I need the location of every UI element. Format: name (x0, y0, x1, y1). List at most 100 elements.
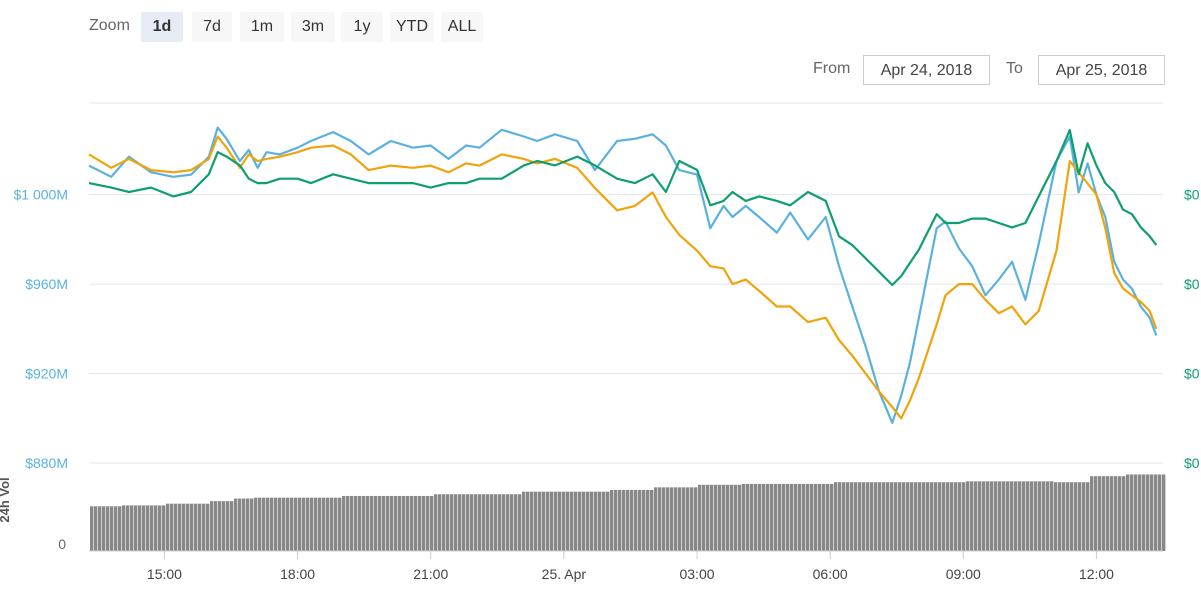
volume-bar (986, 481, 990, 551)
volume-bar (922, 482, 926, 551)
volume-bar (1026, 481, 1030, 551)
volume-bar (174, 503, 178, 551)
volume-bar (1150, 474, 1154, 551)
volume-bar (462, 494, 466, 551)
volume-bar (1138, 474, 1142, 551)
volume-bar (294, 497, 298, 551)
zoom-button-7d[interactable]: 7d (192, 12, 232, 42)
from-date-input[interactable]: Apr 24, 2018 (863, 55, 990, 85)
volume-bar (958, 482, 962, 551)
volume-bar (102, 506, 106, 551)
volume-bar (202, 503, 206, 551)
volume-bar (582, 491, 586, 551)
volume-bar (302, 497, 306, 551)
volume-bar (858, 482, 862, 551)
volume-bar (290, 497, 294, 551)
volume-bar (1162, 474, 1166, 551)
volume-bar (682, 487, 686, 551)
volume-bar (334, 497, 338, 551)
volume-bar (234, 498, 238, 551)
y-left-tick-label: $1 000M (14, 187, 68, 203)
volume-bar (782, 483, 786, 551)
volume-bar (370, 495, 374, 551)
volume-bar (946, 482, 950, 551)
volume-bar (142, 505, 146, 551)
volume-bar (98, 506, 102, 551)
volume-bar (242, 498, 246, 551)
volume-bar (210, 501, 214, 551)
volume-bar (458, 494, 462, 551)
volume-bar (434, 494, 438, 551)
volume-bar (418, 495, 422, 551)
to-label: To (1006, 60, 1023, 77)
volume-bar (1114, 476, 1118, 551)
volume-bar (522, 491, 526, 551)
volume-bar (558, 491, 562, 551)
volume-bar (386, 495, 390, 551)
volume-bar (1142, 474, 1146, 551)
zoom-button-3m[interactable]: 3m (291, 12, 335, 42)
volume-bar (246, 498, 250, 551)
volume-bar (342, 495, 346, 551)
zoom-button-1d[interactable]: 1d (141, 12, 183, 42)
volume-bar (494, 494, 498, 551)
volume-bar (1086, 482, 1090, 551)
volume-bar (810, 483, 814, 551)
volume-bar (594, 491, 598, 551)
volume-bar (1074, 482, 1078, 551)
volume-bar (898, 482, 902, 551)
y-right-tick-label: $0 (1184, 276, 1200, 292)
volume-bar (146, 505, 150, 551)
zoom-button-all[interactable]: ALL (441, 12, 483, 42)
to-date-input[interactable]: Apr 25, 2018 (1038, 55, 1165, 85)
volume-bar (666, 487, 670, 551)
volume-bar (186, 503, 190, 551)
volume-bar (886, 482, 890, 551)
volume-bar (282, 497, 286, 551)
y-left-tick-label: $920M (25, 366, 68, 382)
volume-bar (726, 484, 730, 551)
volume-bar (902, 482, 906, 551)
volume-bar (678, 487, 682, 551)
volume-bar (1082, 482, 1086, 551)
volume-bar (834, 482, 838, 551)
volume-bar (530, 491, 534, 551)
volume-bar (690, 487, 694, 551)
volume-bar (1102, 476, 1106, 551)
volume-bar (546, 491, 550, 551)
volume-bar (482, 494, 486, 551)
zoom-button-1y[interactable]: 1y (341, 12, 383, 42)
volume-bar (394, 495, 398, 551)
zoom-button-1m[interactable]: 1m (240, 12, 284, 42)
volume-bar (982, 481, 986, 551)
volume-bar (850, 482, 854, 551)
volume-bar (798, 483, 802, 551)
volume-bar (126, 505, 130, 551)
volume-bar (134, 505, 138, 551)
volume-bar (670, 487, 674, 551)
volume-bar (274, 497, 278, 551)
volume-bar (178, 503, 182, 551)
volume-bar (722, 484, 726, 551)
volume-bar (1022, 481, 1026, 551)
zoom-button-ytd[interactable]: YTD (390, 12, 434, 42)
volume-bar (878, 482, 882, 551)
volume-bar (730, 484, 734, 551)
x-tick-label: 09:00 (946, 566, 981, 582)
volume-bar (230, 501, 234, 551)
volume-bar (138, 505, 142, 551)
volume-bar (198, 503, 202, 551)
volume-bar (326, 497, 330, 551)
volume-bar (286, 497, 290, 551)
x-tick-label: 12:00 (1079, 566, 1114, 582)
volume-bar (866, 482, 870, 551)
volume-bar (402, 495, 406, 551)
volume-bar (854, 482, 858, 551)
volume-bar (90, 506, 94, 551)
y-right-tick-label: $0 (1184, 366, 1200, 382)
volume-bar (634, 489, 638, 551)
volume-bar (502, 494, 506, 551)
volume-bar (170, 503, 174, 551)
volume-bar (570, 491, 574, 551)
volume-bar (446, 494, 450, 551)
